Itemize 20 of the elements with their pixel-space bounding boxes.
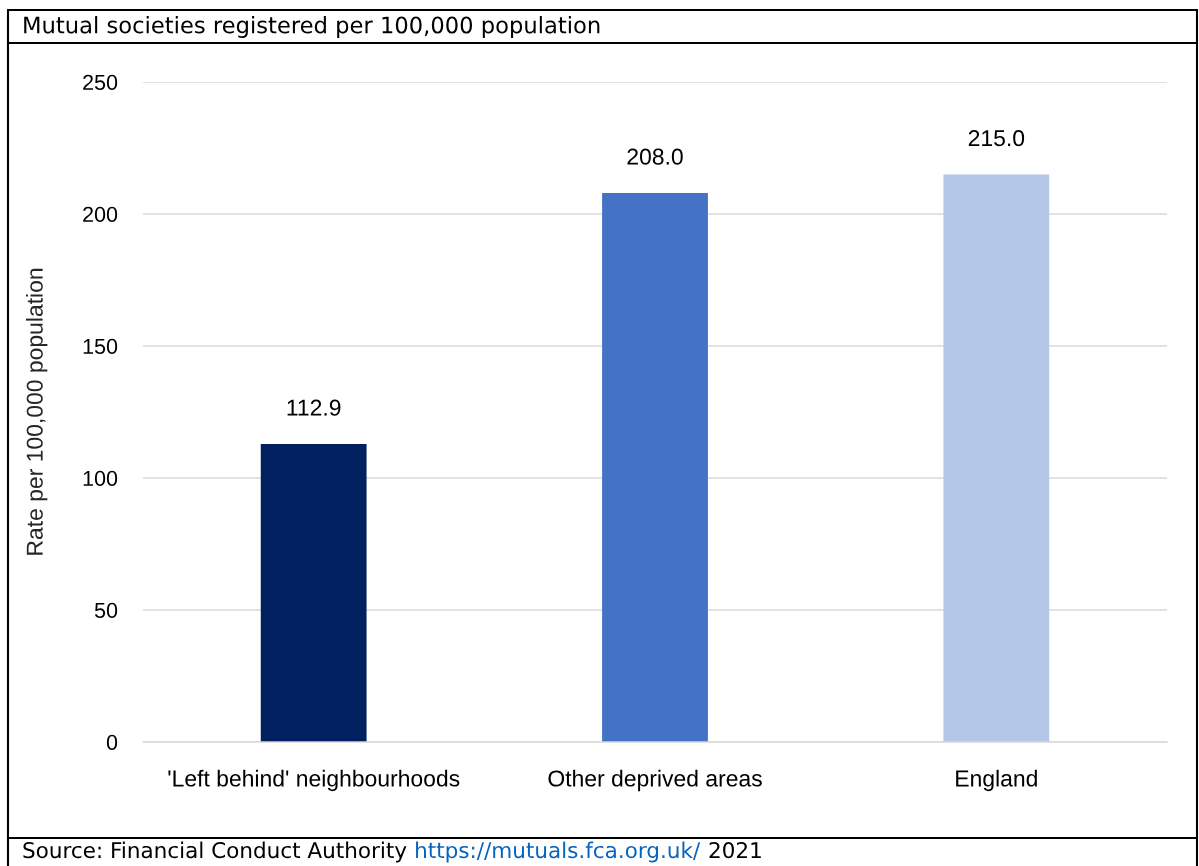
y-tick-label: 150 xyxy=(83,338,118,355)
x-tick-label: 'Left behind' neighbourhoods xyxy=(168,769,460,792)
bar xyxy=(602,192,708,742)
text: https://mutuals.fca.org.uk/ xyxy=(416,841,701,863)
bar xyxy=(260,443,367,742)
data-label: 215.0 xyxy=(968,130,1025,147)
y-tick-label: 50 xyxy=(94,602,118,619)
x-tick-label: England xyxy=(956,769,1037,792)
x-tick-label: Other deprived areas xyxy=(548,769,762,792)
y-axis-title: Rate per 100,000 population xyxy=(26,268,48,555)
y-tick-label: 0 xyxy=(106,734,118,751)
chart-title: Mutual societies registered per 100,000 population xyxy=(24,16,600,38)
y-tick-label: 200 xyxy=(83,206,118,223)
text: 2021 xyxy=(709,841,761,859)
y-tick-label: 250 xyxy=(83,74,118,91)
data-label: 208.0 xyxy=(627,148,683,165)
source-note: Source: Financial Conduct Authority xyxy=(23,841,407,863)
data-label: 112.9 xyxy=(287,399,341,416)
bar xyxy=(943,174,1050,742)
y-tick-label: 100 xyxy=(83,470,118,487)
